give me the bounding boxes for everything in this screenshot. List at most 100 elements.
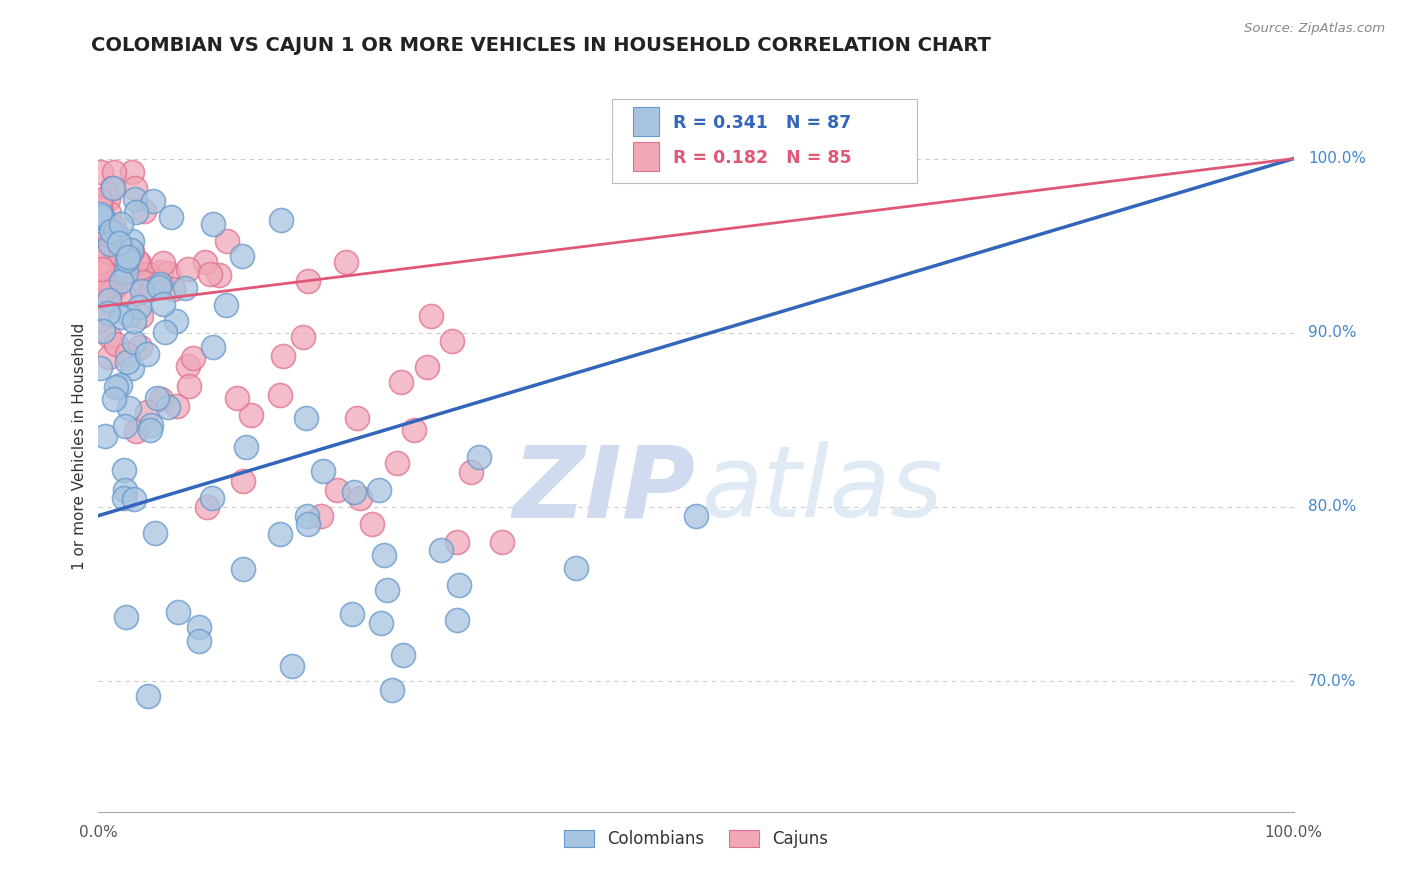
Point bbox=[165, 314, 187, 328]
Point bbox=[491, 534, 513, 549]
Point bbox=[385, 457, 409, 471]
Point bbox=[115, 265, 138, 279]
Point bbox=[110, 274, 132, 288]
Point bbox=[114, 419, 136, 434]
Point bbox=[416, 359, 439, 374]
Point bbox=[146, 391, 169, 405]
Point bbox=[122, 491, 145, 506]
Point bbox=[89, 254, 111, 268]
Point bbox=[91, 209, 114, 223]
Point bbox=[269, 527, 291, 541]
Point bbox=[90, 312, 112, 326]
Point bbox=[97, 228, 120, 243]
Legend: Colombians, Cajuns: Colombians, Cajuns bbox=[557, 823, 835, 855]
Point bbox=[194, 254, 217, 268]
Point bbox=[152, 256, 174, 270]
Point bbox=[360, 517, 382, 532]
Point bbox=[149, 277, 172, 291]
Text: R = 0.341   N = 87: R = 0.341 N = 87 bbox=[673, 113, 852, 132]
Point bbox=[120, 243, 142, 257]
Point bbox=[446, 534, 468, 549]
Point bbox=[103, 181, 125, 195]
Point bbox=[389, 376, 412, 390]
Point bbox=[112, 286, 135, 301]
Point bbox=[162, 282, 184, 296]
Point bbox=[177, 359, 200, 373]
Point bbox=[128, 300, 150, 314]
Point bbox=[91, 324, 114, 338]
Point bbox=[368, 483, 391, 497]
Point bbox=[90, 210, 112, 224]
Point bbox=[112, 463, 135, 477]
Point bbox=[103, 165, 125, 179]
Point bbox=[373, 549, 395, 563]
Point bbox=[141, 282, 163, 296]
Point bbox=[402, 423, 425, 437]
Point bbox=[312, 464, 335, 478]
Text: COLOMBIAN VS CAJUN 1 OR MORE VEHICLES IN HOUSEHOLD CORRELATION CHART: COLOMBIAN VS CAJUN 1 OR MORE VEHICLES IN… bbox=[91, 36, 991, 54]
Point bbox=[440, 334, 463, 348]
Point bbox=[104, 336, 127, 351]
Point bbox=[225, 391, 247, 405]
FancyBboxPatch shape bbox=[613, 99, 917, 183]
Point bbox=[110, 310, 132, 324]
Point bbox=[166, 399, 188, 413]
Point bbox=[111, 258, 134, 272]
Point bbox=[430, 543, 453, 558]
Point bbox=[349, 491, 371, 506]
Point bbox=[114, 610, 136, 624]
Point bbox=[121, 361, 143, 376]
Point bbox=[326, 483, 349, 497]
Point bbox=[297, 274, 319, 288]
Point bbox=[309, 508, 332, 523]
Point bbox=[105, 379, 128, 393]
Text: atlas: atlas bbox=[702, 442, 943, 539]
Point bbox=[232, 474, 254, 488]
Point bbox=[152, 297, 174, 311]
Point bbox=[148, 275, 170, 289]
Point bbox=[124, 425, 146, 439]
Point bbox=[97, 329, 120, 343]
Point bbox=[108, 246, 131, 260]
Point bbox=[89, 200, 111, 214]
Point bbox=[121, 244, 143, 258]
Point bbox=[195, 500, 218, 514]
Point bbox=[101, 180, 124, 194]
Point bbox=[129, 309, 152, 323]
Point bbox=[98, 237, 121, 252]
Point bbox=[136, 405, 159, 419]
Point bbox=[97, 306, 120, 320]
Point bbox=[97, 245, 120, 260]
Point bbox=[239, 408, 262, 422]
Text: R = 0.182   N = 85: R = 0.182 N = 85 bbox=[673, 149, 852, 167]
Point bbox=[231, 249, 253, 263]
Point bbox=[128, 256, 150, 270]
Point bbox=[297, 517, 319, 532]
FancyBboxPatch shape bbox=[633, 142, 659, 171]
Point bbox=[295, 508, 318, 523]
Point bbox=[208, 268, 231, 282]
FancyBboxPatch shape bbox=[633, 107, 659, 136]
Point bbox=[420, 309, 443, 323]
Point bbox=[269, 388, 291, 402]
Point bbox=[122, 335, 145, 350]
Point bbox=[98, 293, 121, 307]
Point bbox=[198, 268, 221, 282]
Point bbox=[131, 284, 153, 298]
Point bbox=[117, 253, 139, 268]
Point bbox=[121, 164, 143, 178]
Point bbox=[201, 491, 224, 505]
Point bbox=[91, 214, 114, 228]
Point bbox=[188, 620, 211, 634]
Point bbox=[112, 491, 135, 505]
Point bbox=[100, 223, 122, 237]
Point bbox=[89, 277, 111, 291]
Point bbox=[565, 561, 588, 575]
Point bbox=[115, 347, 138, 361]
Point bbox=[295, 410, 318, 425]
Point bbox=[110, 217, 132, 231]
Point bbox=[121, 234, 143, 248]
Point bbox=[335, 255, 357, 269]
Point bbox=[97, 350, 120, 364]
Point bbox=[118, 401, 141, 416]
